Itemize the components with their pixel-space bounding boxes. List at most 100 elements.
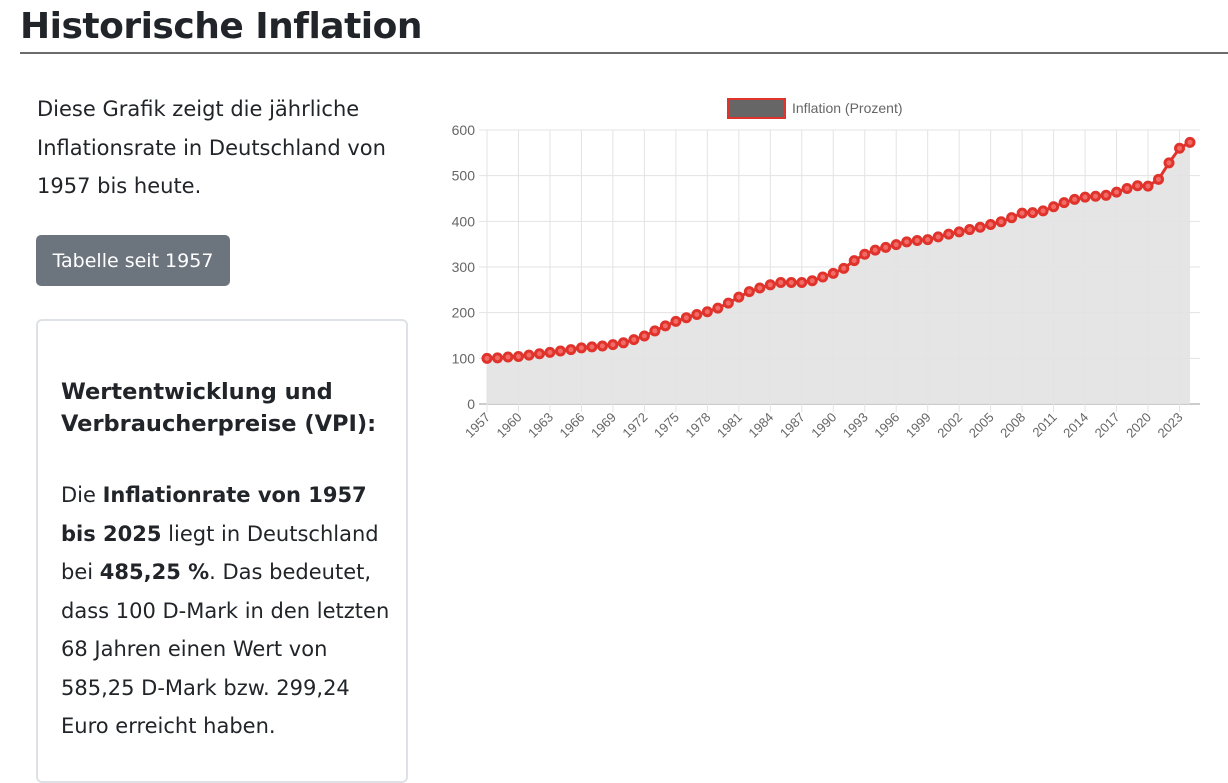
data-point xyxy=(848,255,860,267)
data-point xyxy=(712,302,724,314)
data-point xyxy=(743,286,755,298)
x-tick-label: 1993 xyxy=(840,410,871,441)
x-tick-label: 1978 xyxy=(682,410,713,441)
data-point xyxy=(838,262,850,274)
data-point xyxy=(764,279,776,291)
title-divider xyxy=(20,52,1228,54)
info-card: Wertentwicklung und Verbraucherpreise (V… xyxy=(36,319,408,783)
x-tick-label: 1975 xyxy=(651,410,682,441)
data-point xyxy=(1142,180,1154,192)
data-point xyxy=(1006,212,1018,224)
data-point xyxy=(1163,157,1175,169)
y-tick-label: 0 xyxy=(467,396,475,412)
data-point xyxy=(869,244,881,256)
data-point xyxy=(1058,197,1070,209)
x-tick-label: 1984 xyxy=(745,410,776,441)
text: . Das bedeutet, dass 100 D-Mark in den l… xyxy=(61,560,390,738)
x-tick-label: 2020 xyxy=(1123,410,1154,441)
card-heading: Wertentwicklung und Verbraucherpreise (V… xyxy=(61,379,377,437)
data-point xyxy=(943,228,955,240)
data-point xyxy=(827,267,839,279)
y-tick-label: 500 xyxy=(452,168,476,184)
data-point xyxy=(607,339,619,351)
data-point xyxy=(995,216,1007,228)
x-tick-label: 1963 xyxy=(525,410,556,441)
data-point xyxy=(754,282,766,294)
x-tick-label: 1960 xyxy=(494,410,525,441)
data-point xyxy=(722,297,734,309)
data-point xyxy=(659,320,671,332)
data-point xyxy=(1027,207,1039,219)
x-tick-label: 2005 xyxy=(966,410,997,441)
data-point xyxy=(670,315,682,327)
data-point xyxy=(1048,201,1060,213)
data-point xyxy=(1100,189,1112,201)
x-tick-label: 2014 xyxy=(1060,410,1091,441)
x-tick-label: 2008 xyxy=(997,410,1028,441)
y-tick-label: 100 xyxy=(452,350,476,366)
data-point xyxy=(785,277,797,289)
data-point xyxy=(1111,186,1123,198)
data-point xyxy=(953,226,965,238)
data-point xyxy=(796,277,808,289)
data-point xyxy=(1069,193,1081,205)
y-tick-label: 200 xyxy=(452,305,476,321)
data-point xyxy=(985,219,997,231)
data-point xyxy=(565,344,577,356)
legend-swatch[interactable] xyxy=(727,98,786,119)
x-tick-label: 1966 xyxy=(556,410,587,441)
data-point xyxy=(691,308,703,320)
data-point xyxy=(974,221,986,233)
text: Die xyxy=(61,483,103,507)
data-point xyxy=(533,348,545,360)
x-tick-label: 1957 xyxy=(462,410,493,441)
data-point xyxy=(586,341,598,353)
x-tick-label: 1990 xyxy=(808,410,839,441)
page-title: Historische Inflation xyxy=(20,6,423,47)
legend-label[interactable]: Inflation (Prozent) xyxy=(792,100,903,116)
y-tick-label: 600 xyxy=(452,122,476,138)
data-point xyxy=(575,342,587,354)
data-point xyxy=(701,306,713,318)
data-point xyxy=(859,248,871,260)
data-point xyxy=(680,312,692,324)
data-point xyxy=(1184,136,1196,148)
data-point xyxy=(932,231,944,243)
data-point xyxy=(890,239,902,251)
data-point xyxy=(1037,205,1049,217)
data-point xyxy=(1132,180,1144,192)
data-point xyxy=(964,224,976,236)
data-point xyxy=(1016,207,1028,219)
data-point xyxy=(512,351,524,363)
data-point xyxy=(733,291,745,303)
data-point xyxy=(502,351,514,363)
x-tick-label: 1987 xyxy=(777,410,808,441)
x-tick-label: 1981 xyxy=(714,410,745,441)
table-since-1957-button[interactable]: Tabelle seit 1957 xyxy=(36,235,230,286)
x-tick-label: 1999 xyxy=(903,410,934,441)
x-tick-label: 2017 xyxy=(1092,410,1123,441)
data-point xyxy=(1174,142,1186,154)
data-point xyxy=(1090,190,1102,202)
x-tick-label: 1972 xyxy=(619,410,650,441)
data-point xyxy=(1079,191,1091,203)
text: liegt in Deutschland bei xyxy=(61,521,379,585)
data-point xyxy=(1153,173,1165,185)
inflation-chart: Inflation (Prozent) 0 100 200 300 400 500 600 1… xyxy=(452,98,1200,441)
x-tick-label: 1996 xyxy=(871,410,902,441)
data-point xyxy=(880,241,892,253)
x-tick-label: 2002 xyxy=(934,410,965,441)
data-point xyxy=(806,275,818,287)
data-point xyxy=(911,235,923,247)
data-point xyxy=(817,271,829,283)
data-point xyxy=(544,346,556,358)
data-point xyxy=(628,334,640,346)
data-point xyxy=(922,234,934,246)
data-point xyxy=(638,330,650,342)
x-tick-label: 1969 xyxy=(588,410,619,441)
y-tick-label: 300 xyxy=(452,259,476,275)
x-tick-label: 2011 xyxy=(1029,410,1059,440)
data-point xyxy=(554,345,566,357)
card-text: Die Inflationrate von 1957 bis 2025 lieg… xyxy=(61,476,391,746)
data-point xyxy=(481,352,493,364)
